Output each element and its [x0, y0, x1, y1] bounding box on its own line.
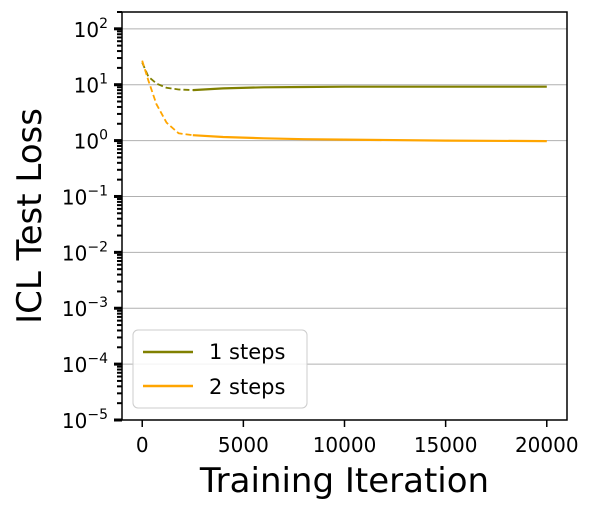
x-tick-label: 20000 [515, 433, 579, 457]
y-axis-ticks: 102 101 100 10−1 10−2 10−3 10−4 10−5 [62, 16, 122, 433]
series-line-early-2-steps [141, 60, 193, 137]
legend-label-2-steps: 2 steps [209, 375, 285, 399]
series-line-1-steps [192, 85, 547, 92]
x-axis-ticks: 0 5000 10000 15000 20000 [136, 420, 579, 457]
series-line-2-steps [192, 134, 547, 143]
x-axis-label: Training Iteration [199, 461, 489, 501]
minor-ticks [117, 11, 122, 405]
y-tick-label: 10−3 [62, 295, 108, 321]
series-lines [141, 60, 547, 143]
x-tick-label: 0 [136, 433, 149, 457]
grid-lines [122, 28, 567, 365]
y-tick-label: 102 [74, 16, 108, 42]
y-tick-label: 10−4 [62, 351, 108, 377]
x-tick-label: 10000 [313, 433, 377, 457]
x-tick-label: 5000 [218, 433, 269, 457]
series-line-early-1-steps [141, 62, 193, 91]
y-axis-label: ICL Test Loss [10, 108, 50, 324]
x-tick-label: 15000 [414, 433, 478, 457]
y-tick-label: 10−1 [62, 183, 108, 209]
y-tick-label: 100 [74, 128, 108, 154]
legend: 1 steps 2 steps [132, 329, 308, 409]
legend-box [132, 329, 308, 409]
legend-label-1-steps: 1 steps [209, 340, 285, 364]
y-tick-label: 10−5 [62, 407, 108, 433]
y-tick-label: 10−2 [62, 239, 108, 265]
y-tick-label: 101 [74, 72, 108, 98]
